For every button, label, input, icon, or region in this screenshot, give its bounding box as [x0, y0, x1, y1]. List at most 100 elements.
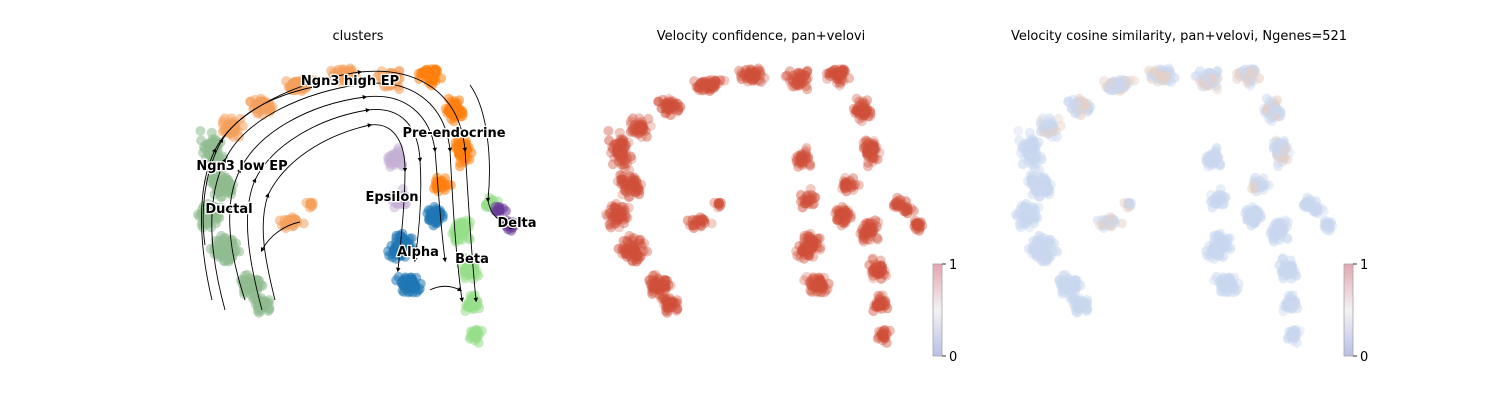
colorbar-tick-min: 0: [1360, 350, 1368, 365]
cell-point: [615, 205, 626, 216]
cell-point: [622, 236, 633, 247]
cell-point: [660, 281, 671, 292]
cell-point: [603, 126, 614, 136]
cell-point: [1021, 198, 1032, 209]
cell-point: [623, 202, 634, 213]
cell-point: [619, 178, 629, 189]
cell-point: [1282, 234, 1293, 245]
cell-point: [1115, 77, 1126, 88]
cell-point: [624, 230, 635, 241]
cell-point: [629, 243, 640, 254]
cell-point: [616, 159, 627, 170]
cell-point: [615, 149, 626, 160]
cell-point: [655, 285, 666, 296]
cell-point: [869, 136, 879, 146]
panel-title-cosine: Velocity cosine similarity, pan+velovi, …: [1011, 29, 1347, 44]
cell-point: [389, 156, 400, 167]
cell-point: [621, 140, 632, 151]
cell-point: [1287, 335, 1298, 346]
cell-point: [745, 70, 756, 80]
cell-point: [648, 281, 659, 292]
cell-point: [1192, 70, 1203, 81]
cell-point: [212, 244, 223, 255]
cell-point: [612, 213, 623, 224]
cell-point: [625, 178, 635, 189]
cell-point: [1026, 150, 1037, 161]
cell-point: [657, 281, 668, 292]
cell-point: [1031, 140, 1042, 151]
cell-point: [614, 222, 625, 233]
cell-point: [397, 285, 408, 296]
cell-point: [611, 141, 622, 152]
cell-point: [602, 211, 613, 222]
confidence-points: [601, 63, 928, 348]
cluster-label: Beta: [455, 252, 489, 267]
cell-point: [1026, 212, 1037, 223]
cell-point: [616, 150, 627, 161]
cell-point: [614, 207, 625, 218]
cell-point: [618, 235, 629, 246]
cell-point: [622, 152, 632, 163]
cell-point: [621, 180, 632, 190]
cell-point: [605, 147, 616, 158]
cell-point: [662, 275, 673, 286]
cell-point: [618, 134, 628, 145]
cell-point: [630, 186, 641, 197]
cell-point: [626, 174, 637, 184]
cell-point: [195, 126, 206, 136]
cell-point: [861, 148, 872, 159]
cell-point: [658, 280, 669, 291]
colorbar-tick-max: 1: [1360, 258, 1368, 273]
cluster-label: Ngn3 low EP: [196, 159, 287, 174]
cell-point: [855, 110, 866, 121]
cell-point: [612, 215, 622, 225]
cell-point: [659, 275, 670, 286]
cell-point: [610, 207, 621, 218]
cell-point: [1212, 84, 1223, 95]
cell-point: [807, 190, 818, 201]
cell-point: [612, 149, 623, 160]
cell-point: [629, 245, 640, 256]
cell-point: [1026, 175, 1037, 186]
cell-point: [622, 212, 633, 223]
streamline: [429, 285, 463, 292]
cell-point: [606, 211, 617, 222]
cell-point: [695, 212, 706, 223]
cell-point: [1324, 225, 1335, 236]
cell-point: [660, 297, 671, 308]
cell-point: [1248, 180, 1259, 191]
cell-point: [620, 212, 631, 223]
cell-point: [627, 255, 638, 266]
cell-point: [1283, 301, 1294, 312]
cell-point: [1013, 126, 1024, 136]
cell-point: [460, 223, 471, 234]
cell-point: [613, 138, 624, 149]
cell-point: [199, 159, 210, 170]
cell-point: [631, 177, 642, 188]
cell-point: [629, 174, 640, 185]
cell-point: [1282, 154, 1293, 165]
cell-point: [657, 281, 668, 292]
cell-point: [914, 225, 925, 236]
cell-point: [421, 64, 432, 75]
cell-point: [1060, 269, 1071, 280]
cell-point: [705, 77, 716, 88]
cell-point: [623, 192, 634, 203]
cell-point: [613, 213, 624, 224]
cluster-label: Epsilon: [365, 190, 418, 205]
streamline: [260, 221, 301, 252]
cell-point: [634, 185, 645, 196]
cell-point: [622, 158, 633, 169]
cell-point: [616, 175, 627, 186]
cell-point: [636, 179, 646, 190]
cell-point: [615, 153, 626, 164]
cell-point: [1103, 82, 1114, 93]
cell-point: [637, 246, 648, 257]
cell-point: [619, 205, 630, 216]
cell-point: [659, 279, 670, 290]
cell-point: [628, 243, 639, 254]
cell-point: [872, 234, 883, 245]
cell-point: [624, 165, 635, 176]
cell-point: [196, 135, 207, 146]
cell-point: [659, 280, 670, 291]
